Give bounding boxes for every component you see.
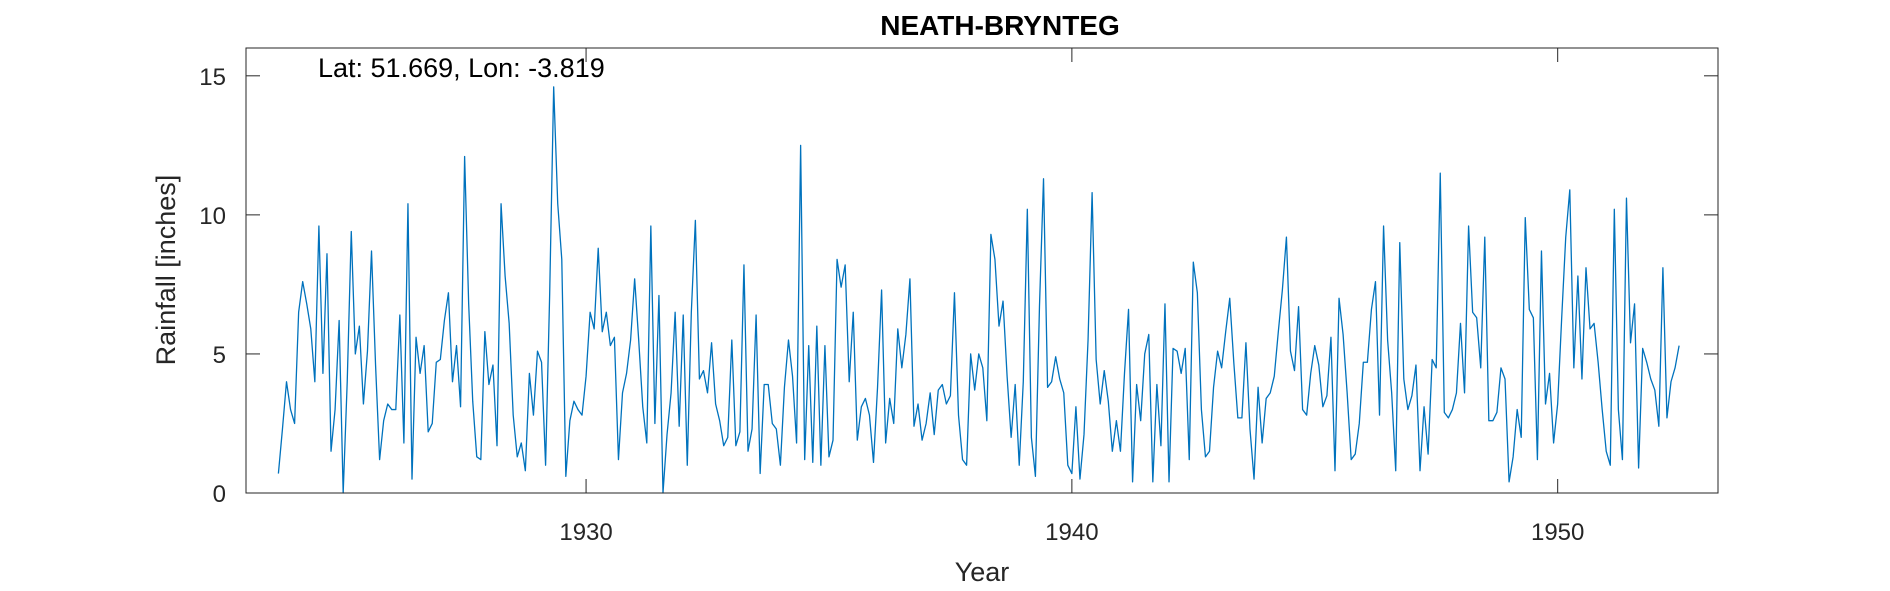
plot-frame: [245, 47, 1719, 494]
y-tick-label: 10: [199, 203, 226, 230]
series-group: [277, 86, 1680, 494]
rainfall-series-line: [277, 86, 1680, 494]
y-tick-label: 15: [199, 64, 226, 91]
x-tick-label: 1930: [559, 519, 612, 546]
y-axis-label: Rainfall [inches]: [151, 175, 181, 366]
y-tick-label: 0: [213, 481, 226, 508]
y-tick-label: 5: [213, 342, 226, 369]
x-axis-label: Year: [955, 557, 1010, 587]
plot-area: [246, 48, 1718, 493]
axis-ticks: [246, 48, 1718, 494]
chart-title: NEATH-BRYNTEG: [880, 10, 1120, 41]
x-tick-label: 1950: [1531, 519, 1584, 546]
x-tick-label: 1940: [1045, 519, 1098, 546]
station-coordinates: Lat: 51.669, Lon: -3.819: [318, 53, 605, 83]
axis-tick-labels: 0 5 10 15 1930 1940 1950: [199, 64, 1584, 546]
